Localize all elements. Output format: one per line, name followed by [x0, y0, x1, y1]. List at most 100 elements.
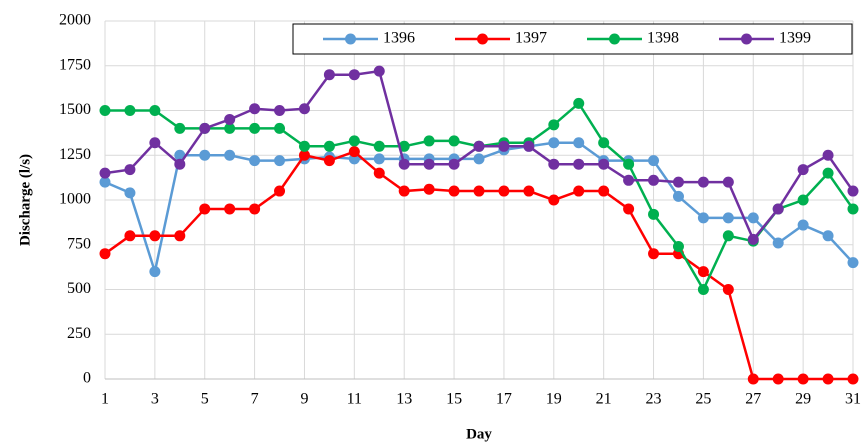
data-point [473, 140, 485, 152]
data-point [398, 185, 410, 197]
x-tick-label: 11 [347, 391, 362, 408]
x-tick-label: 25 [695, 391, 711, 408]
data-point [99, 176, 111, 188]
x-tick-label: 9 [300, 391, 308, 408]
data-point [249, 155, 261, 167]
data-point [722, 176, 734, 188]
legend-label: 1399 [779, 30, 811, 47]
data-point [298, 149, 310, 161]
data-point [548, 194, 560, 206]
data-point [697, 284, 709, 295]
data-point [847, 185, 859, 197]
data-point [623, 203, 635, 215]
data-point [448, 185, 460, 197]
x-tick-label: 3 [151, 391, 159, 408]
data-point [124, 105, 136, 116]
data-point [697, 212, 709, 224]
data-point [323, 69, 335, 81]
data-point [224, 113, 236, 125]
data-point [124, 187, 136, 199]
data-point [348, 69, 360, 81]
data-point [124, 230, 136, 242]
data-point [648, 155, 660, 167]
data-point [498, 185, 510, 197]
data-point [797, 194, 809, 206]
y-tick-label: 250 [67, 325, 91, 342]
data-point [348, 146, 360, 158]
data-point [498, 140, 510, 152]
data-point [174, 122, 186, 134]
data-point [124, 164, 136, 176]
data-point [398, 158, 410, 170]
data-point [697, 176, 709, 188]
x-tick-label: 1 [101, 391, 109, 408]
data-point [648, 248, 660, 260]
data-point [373, 167, 385, 179]
data-point [274, 155, 286, 167]
legend: 1396 1397 1398 1399 [292, 23, 853, 55]
data-point [747, 373, 759, 385]
data-point [199, 149, 211, 161]
data-point [822, 230, 834, 242]
data-point [149, 105, 161, 116]
data-point [298, 140, 310, 152]
data-point [772, 373, 784, 385]
data-point [398, 140, 410, 152]
data-point [822, 167, 834, 179]
data-point [598, 185, 610, 197]
data-point [772, 237, 784, 249]
data-point [672, 190, 684, 202]
data-point [772, 203, 784, 215]
data-point [648, 208, 660, 220]
x-tick-label: 31 [845, 391, 861, 408]
data-point [722, 212, 734, 224]
data-point [473, 153, 485, 165]
data-point [323, 140, 335, 152]
data-point [174, 230, 186, 242]
data-point [847, 203, 859, 215]
data-point [298, 103, 310, 115]
y-tick-label: 1750 [59, 56, 91, 73]
x-tick-label: 27 [745, 391, 761, 408]
x-axis-label: Day [466, 426, 492, 442]
data-point [548, 119, 560, 131]
x-tick-label: 15 [446, 391, 462, 408]
data-point [648, 174, 660, 186]
data-point [249, 103, 261, 115]
data-point [573, 97, 585, 109]
data-point [174, 149, 186, 161]
data-point [672, 176, 684, 188]
data-point [523, 185, 535, 197]
data-point [249, 203, 261, 215]
data-point [423, 158, 435, 170]
data-point [822, 149, 834, 161]
data-point [623, 174, 635, 186]
data-point [199, 203, 211, 215]
x-tick-label: 23 [646, 391, 662, 408]
x-tick-label: 21 [596, 391, 612, 408]
data-point [473, 185, 485, 197]
data-point [199, 122, 211, 134]
y-tick-label: 1500 [59, 101, 91, 118]
data-point [99, 248, 111, 260]
data-point [274, 105, 286, 116]
data-point [747, 233, 759, 245]
legend-marker [609, 33, 620, 45]
data-point [174, 158, 186, 170]
data-point [224, 149, 236, 161]
data-point [598, 158, 610, 170]
data-point [722, 230, 734, 242]
data-point [548, 137, 560, 149]
data-point [847, 373, 859, 385]
data-point [323, 155, 335, 167]
data-point [797, 164, 809, 176]
data-point [149, 137, 161, 149]
x-tick-label: 19 [546, 391, 562, 408]
data-point [99, 167, 111, 179]
data-point [373, 140, 385, 152]
legend-label: 1397 [515, 30, 547, 47]
data-point [573, 185, 585, 197]
data-point [747, 212, 759, 224]
data-point [249, 122, 261, 134]
x-tick-label: 7 [251, 391, 259, 408]
